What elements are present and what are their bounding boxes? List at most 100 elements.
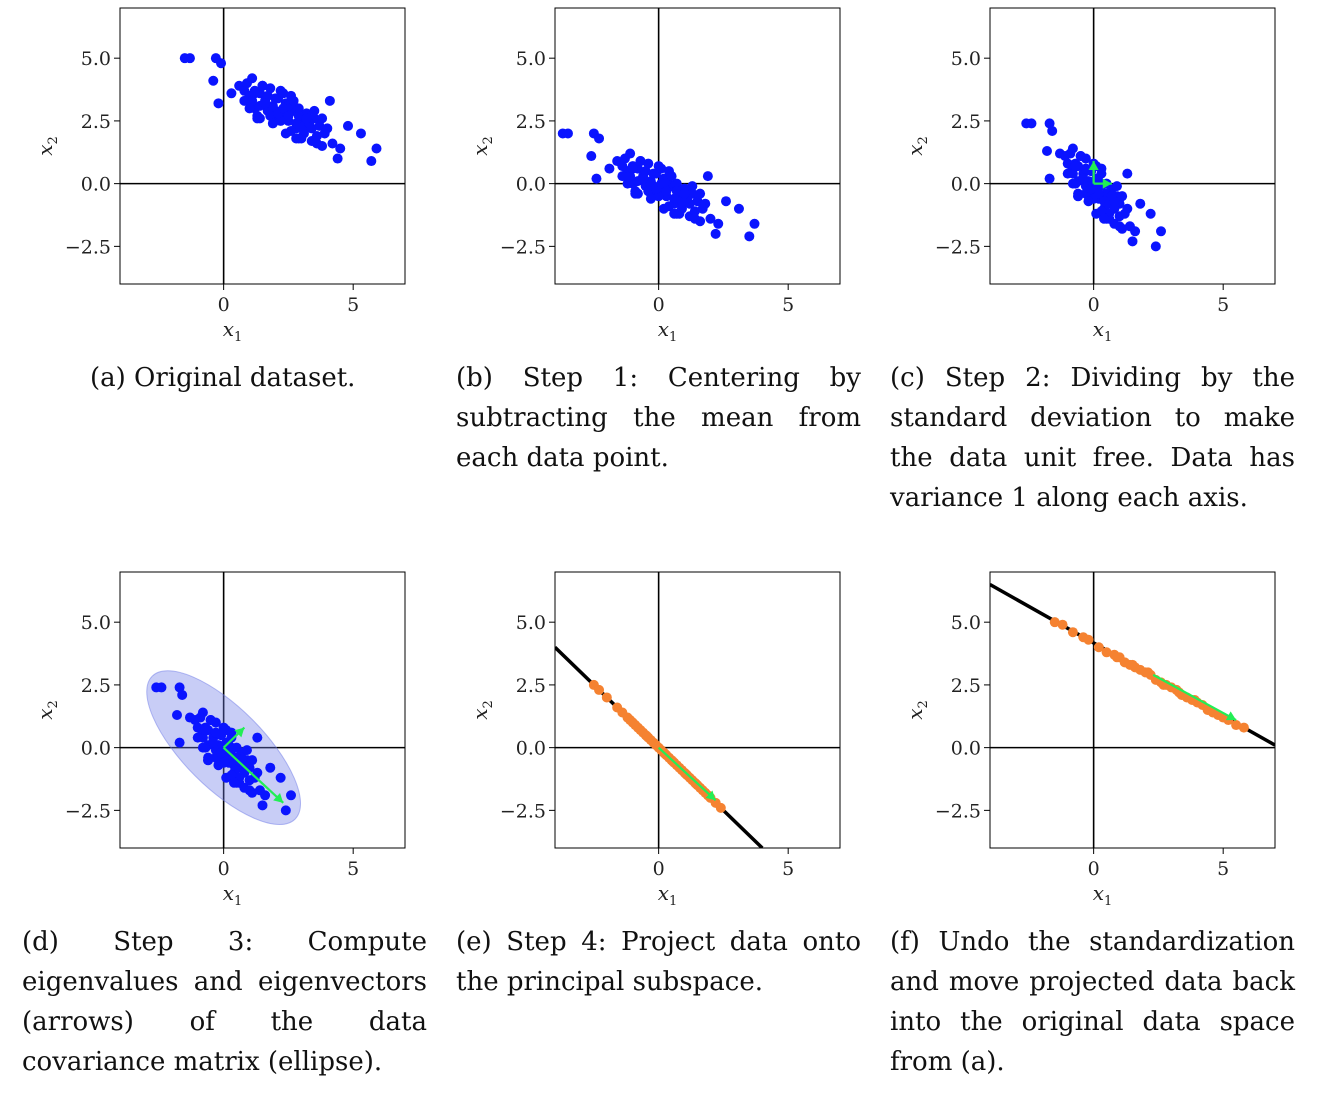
data-point — [355, 128, 366, 139]
data-point — [625, 715, 636, 726]
x-tick-label: 0 — [653, 858, 665, 880]
y-tick-label: −2.5 — [500, 236, 546, 258]
data-point — [664, 201, 674, 212]
y-tick-label: 2.5 — [516, 111, 546, 133]
data-point — [311, 130, 322, 141]
y-tick-label: 5.0 — [516, 612, 546, 634]
y-axis-label: x2 — [468, 700, 496, 720]
data-point — [252, 732, 263, 743]
data-point — [619, 153, 630, 164]
plot-area — [990, 8, 1275, 284]
data-point — [669, 208, 680, 219]
data-point — [749, 218, 760, 229]
y-tick-label: 2.5 — [951, 675, 981, 697]
y-tick-label: 2.5 — [81, 675, 111, 697]
y-tick-label: 5.0 — [81, 48, 111, 70]
y-tick-label: −2.5 — [500, 800, 546, 822]
y-tick-label: −2.5 — [935, 236, 981, 258]
data-point — [1109, 203, 1120, 214]
y-tick-label: 0.0 — [951, 738, 981, 760]
data-point — [278, 88, 289, 99]
data-point — [671, 178, 682, 189]
data-point — [604, 163, 615, 174]
data-point — [1093, 642, 1104, 653]
plot-frame — [989, 7, 1276, 285]
data-point — [208, 737, 219, 748]
data-point — [293, 103, 304, 114]
x-tick-label: 5 — [782, 294, 794, 316]
data-point — [262, 90, 273, 101]
data-point — [301, 113, 312, 124]
data-point — [1156, 226, 1166, 237]
data-point — [1065, 148, 1076, 159]
data-point — [656, 178, 667, 189]
data-point — [247, 755, 258, 766]
data-point — [1145, 208, 1156, 219]
data-point — [692, 196, 703, 207]
plot-c: 0 5 −2.5 0.0 2.5 5.0 x1 x2 — [903, 7, 1276, 345]
data-point — [1049, 617, 1060, 628]
chart-panel-c: 0 5 −2.5 0.0 2.5 5.0 x1 x2 — [870, 0, 1310, 345]
data-point — [638, 173, 649, 184]
data-point — [265, 83, 276, 94]
y-tick-label: 5.0 — [516, 48, 546, 70]
data-point — [229, 777, 239, 788]
data-point — [733, 203, 744, 214]
eigenvector-arrow — [1152, 673, 1237, 722]
data-point — [174, 682, 185, 693]
data-point — [648, 168, 659, 179]
data-point — [208, 75, 219, 86]
y-tick-label: 0.0 — [81, 174, 111, 196]
data-point — [562, 128, 573, 139]
data-point — [177, 689, 188, 700]
x-axis-label: x1 — [223, 881, 243, 909]
data-point — [1026, 118, 1037, 129]
plot-e: 0 5 −2.5 0.0 2.5 5.0 x1 x2 — [468, 571, 841, 909]
data-point — [291, 133, 302, 144]
x-tick-label: 0 — [1088, 294, 1100, 316]
data-point — [643, 158, 654, 169]
data-point — [275, 115, 286, 126]
y-axis-label: x2 — [33, 700, 61, 720]
data-point — [291, 118, 302, 129]
data-point — [635, 156, 646, 167]
eigenvector-arrowhead — [1088, 161, 1099, 171]
data-point — [1150, 241, 1161, 252]
data-point — [286, 790, 296, 801]
data-point — [586, 151, 597, 162]
data-point — [1130, 226, 1141, 237]
data-point — [244, 103, 255, 114]
data-point — [1189, 694, 1200, 705]
y-tick-label: 5.0 — [81, 612, 111, 634]
data-point — [632, 188, 643, 199]
data-point — [197, 742, 208, 753]
caption-e: (e) Step 4: Project data onto the princi… — [456, 927, 861, 997]
x-axis-label: x1 — [223, 317, 243, 345]
data-point — [1057, 619, 1068, 630]
data-point — [293, 110, 304, 121]
data-point — [309, 105, 320, 116]
data-point — [641, 731, 652, 742]
y-tick-label: 2.5 — [81, 111, 111, 133]
data-point — [174, 737, 185, 748]
data-point — [1070, 161, 1081, 172]
data-point — [213, 760, 224, 771]
plot-d: 0 5 −2.5 0.0 2.5 5.0 x1 x2 — [33, 571, 406, 909]
data-point — [286, 125, 296, 136]
data-point — [1093, 188, 1104, 199]
data-point — [1067, 627, 1078, 638]
eigenvector-arrowhead — [1102, 178, 1112, 189]
data-point — [1042, 146, 1052, 157]
data-point — [267, 118, 278, 129]
data-point — [653, 191, 664, 202]
x-tick-label: 0 — [218, 858, 230, 880]
y-axis-label: x2 — [903, 136, 931, 156]
data-point — [311, 138, 322, 149]
plot-frame — [119, 7, 406, 285]
data-point — [327, 138, 338, 149]
caption-f: (f) Undo the standardization and move pr… — [890, 927, 1295, 1077]
data-point — [705, 213, 716, 224]
data-point — [1083, 634, 1094, 645]
data-point — [689, 213, 700, 224]
data-point — [645, 193, 656, 204]
